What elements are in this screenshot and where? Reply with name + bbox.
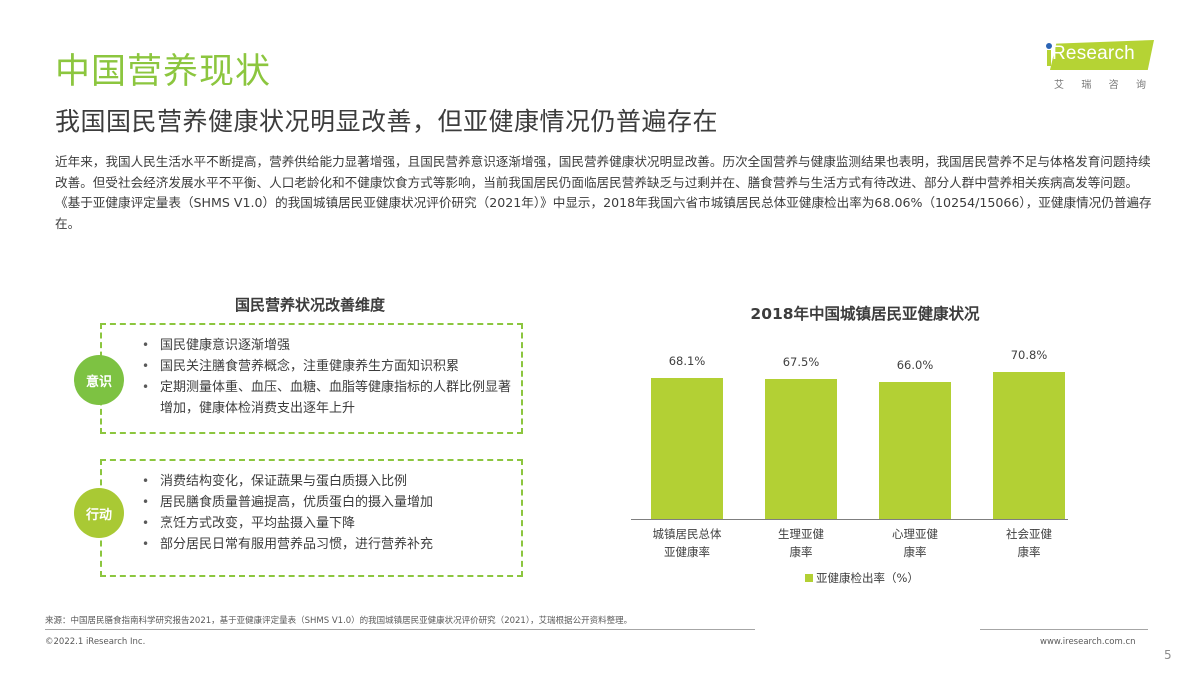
awareness-badge: 意识 — [74, 355, 124, 405]
iresearch-logo: Research 艾 瑞 咨 询 — [1040, 38, 1155, 98]
x-axis-category-label: 社会亚健 康率 — [979, 525, 1079, 561]
chart-title: 2018年中国城镇居民亚健康状况 — [750, 305, 980, 323]
bar-group: 70.8% — [993, 348, 1065, 520]
logo-i-stem — [1047, 50, 1051, 66]
action-badge: 行动 — [74, 488, 124, 538]
bar-value-label: 68.1% — [668, 354, 706, 368]
category-line: 生理亚健 — [778, 527, 824, 541]
category-line: 心理亚健 — [892, 527, 938, 541]
bar-group: 68.1% — [651, 354, 723, 520]
list-item: 烹饪方式改变，平均盐摄入量下降 — [140, 513, 515, 534]
logo-dot-icon — [1046, 43, 1052, 49]
bar — [993, 372, 1065, 520]
category-line: 康率 — [903, 545, 927, 559]
bar-value-label: 66.0% — [896, 358, 934, 372]
logo-char: 瑞 — [1081, 80, 1092, 91]
legend-label: 亚健康检出率（%） — [816, 571, 919, 585]
list-item: 定期测量体重、血压、血糖、血脂等健康指标的人群比例显著增加，健康体检消费支出逐年… — [140, 377, 515, 419]
category-line: 康率 — [789, 545, 813, 559]
website-link[interactable]: www.iresearch.com.cn — [1040, 637, 1136, 647]
category-line: 社会亚健 — [1006, 527, 1052, 541]
bar — [879, 382, 951, 520]
logo-char: 询 — [1135, 80, 1146, 91]
page-title: 中国营养现状 — [55, 52, 272, 92]
bar-chart: 68.1% 67.5% 66.0% 70.8% — [631, 340, 1068, 520]
page-number: 5 — [1164, 648, 1172, 662]
bar — [651, 378, 723, 520]
bar-group: 67.5% — [765, 355, 837, 520]
chart-legend: 亚健康检出率（%） — [805, 570, 919, 586]
logo-brand-text: Research — [1052, 43, 1135, 64]
copyright: ©2022.1 iResearch Inc. — [45, 637, 146, 647]
action-list: 消费结构变化，保证蔬果与蛋白质摄入比例 居民膳食质量普遍提高，优质蛋白的摄入量增… — [140, 471, 515, 555]
x-axis-category-label: 城镇居民总体 亚健康率 — [637, 525, 737, 561]
bar — [765, 379, 837, 520]
category-line: 亚健康率 — [664, 545, 710, 559]
awareness-list: 国民健康意识逐渐增强 国民关注膳食营养概念，注重健康养生方面知识积累 定期测量体… — [140, 335, 515, 419]
x-axis-category-label: 心理亚健 康率 — [865, 525, 965, 561]
list-item: 部分居民日常有服用营养品习惯，进行营养补充 — [140, 534, 515, 555]
list-item: 居民膳食质量普遍提高，优质蛋白的摄入量增加 — [140, 492, 515, 513]
list-item: 国民关注膳食营养概念，注重健康养生方面知识积累 — [140, 356, 515, 377]
list-item: 国民健康意识逐渐增强 — [140, 335, 515, 356]
bar-value-label: 70.8% — [1010, 348, 1048, 362]
logo-chinese-name: 艾 瑞 咨 询 — [1048, 76, 1152, 91]
list-item: 消费结构变化，保证蔬果与蛋白质摄入比例 — [140, 471, 515, 492]
bar-value-label: 67.5% — [782, 355, 820, 369]
logo-char: 艾 — [1054, 80, 1064, 91]
page-subtitle: 我国国民营养健康状况明显改善，但亚健康情况仍普遍存在 — [55, 107, 719, 136]
panel-title: 国民营养状况改善维度 — [234, 296, 385, 314]
x-axis-line — [631, 519, 1068, 520]
source-note: 来源：中国居民膳食指南科学研究报告2021，基于亚健康评定量表（SHMS V1.… — [45, 616, 633, 626]
footer-divider — [980, 629, 1148, 630]
category-line: 康率 — [1017, 545, 1041, 559]
x-axis-category-label: 生理亚健 康率 — [751, 525, 851, 561]
legend-swatch-icon — [805, 574, 813, 582]
logo-badge — [1050, 40, 1154, 70]
bar-group: 66.0% — [879, 358, 951, 520]
footer-divider — [45, 629, 755, 630]
logo-char: 咨 — [1108, 80, 1119, 91]
intro-paragraph: 近年来，我国人民生活水平不断提高，营养供给能力显著增强，且国民营养意识逐渐增强，… — [55, 154, 1152, 231]
category-line: 城镇居民总体 — [652, 527, 722, 541]
